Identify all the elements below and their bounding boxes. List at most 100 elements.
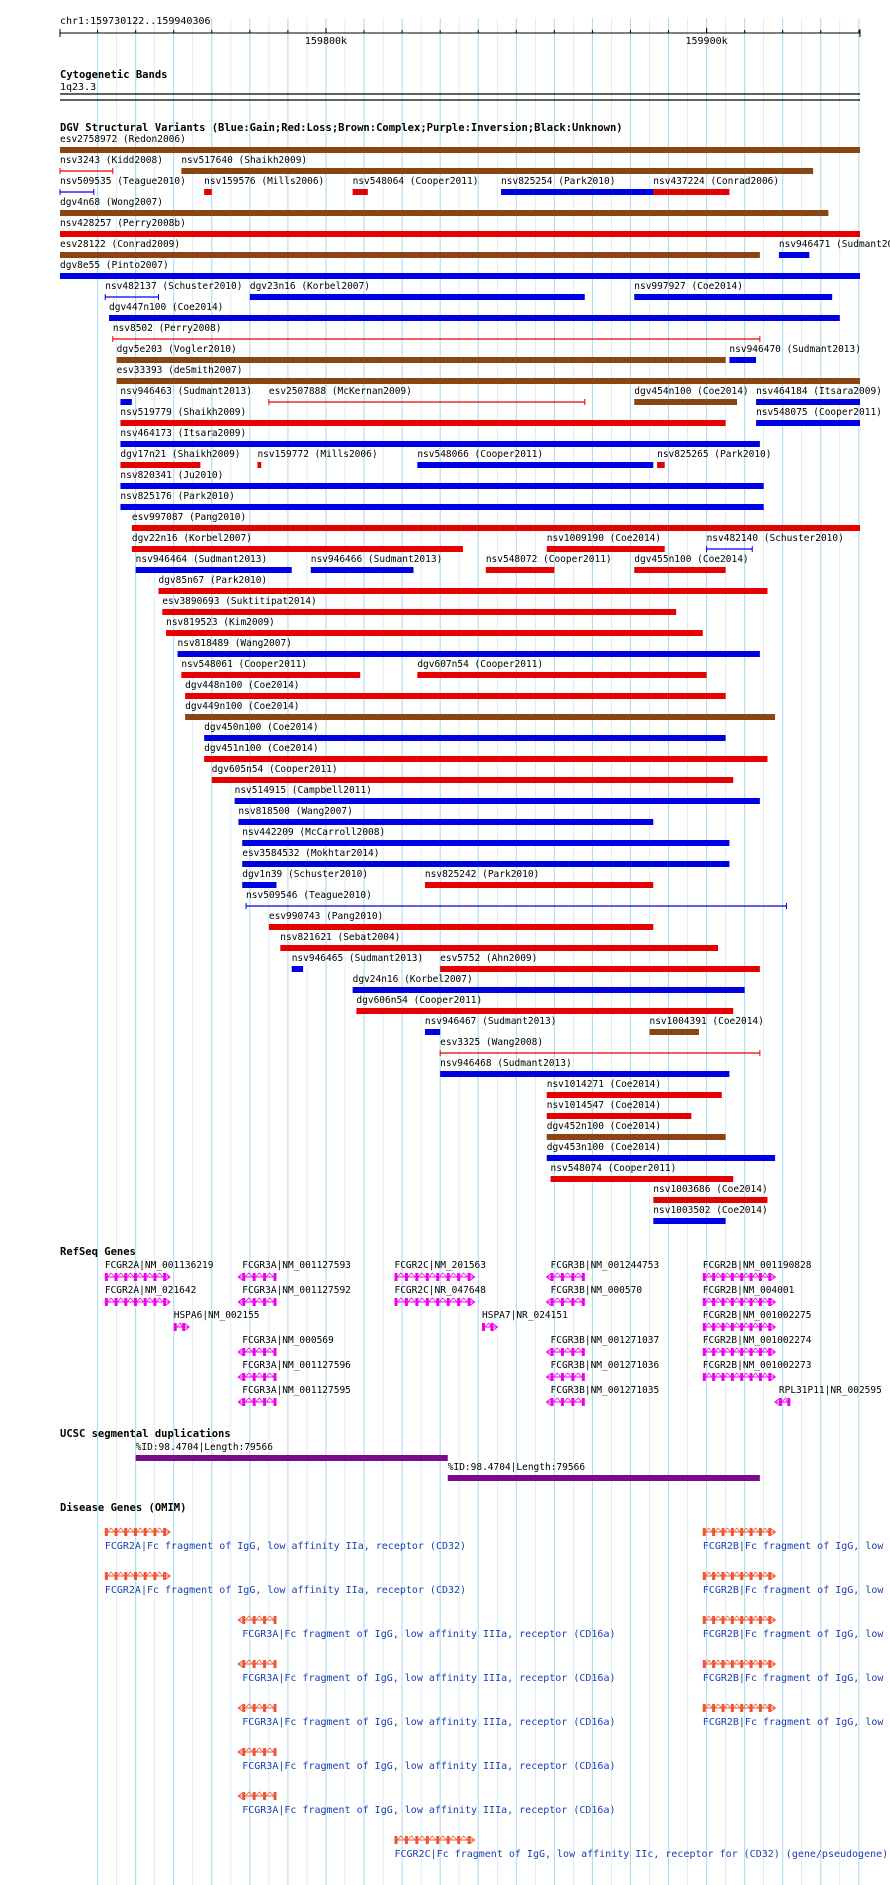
variant-bar [131,525,861,531]
gene-exon [571,1273,575,1281]
gene-exon [242,1398,246,1406]
gene-intron-chevron [724,1297,732,1303]
refseq-gene-label: FCGR2A|NM_001136219 [105,1260,214,1271]
gene-intron-chevron [418,1297,427,1303]
variant-label: dgv1n39 (Schuster2010) [242,869,368,880]
variant-label: nsv519779 (Shaikh2009) [120,407,246,418]
omim-gene-label: FCGR3A|Fc fragment of IgG, low affinity … [242,1805,615,1816]
gene-intron-chevron [107,1571,115,1577]
refseq-gene-label: FCGR2C|NR_047648 [394,1285,486,1296]
refseq-gene-label: FCGR3B|NM_001271037 [551,1335,660,1346]
refseq-gene-label: FCGR3B|NM_001271036 [551,1360,660,1371]
gene-exon [273,1704,277,1712]
gene-exon [758,1704,762,1712]
gene-exon [758,1616,762,1624]
gene-exon [702,1273,706,1281]
variant-bar [546,1113,692,1119]
gene-intron-chevron [752,1322,760,1328]
gene-exon [436,1298,440,1306]
gene-exon [263,1348,267,1356]
variant-bar [181,168,814,174]
gene-exon [740,1373,744,1381]
refseq-gene-label: FCGR3A|NM_001127592 [242,1285,351,1296]
gene-exon [163,1528,167,1536]
variant-label: dgv17n21 (Shaikh2009) [120,449,240,460]
gene-exon [702,1572,706,1580]
gene-intron-chevron [752,1347,760,1353]
variant-label: nsv428257 (Perry2008b) [60,218,186,229]
gene-exon [712,1660,716,1668]
gene-exon [702,1373,706,1381]
gene-intron-chevron [255,1347,264,1353]
variant-label: nsv820341 (Ju2010) [120,470,223,481]
gene-intron-chevron [244,1615,253,1621]
gene-exon [768,1572,772,1580]
gene-intron-chevron [761,1527,769,1533]
gene-exon [702,1323,706,1331]
omim-gene-glyph [394,1835,476,1844]
gene-intron-chevron [407,1272,416,1278]
variant-label: dgv453n100 (Coe2014) [547,1142,661,1153]
variant-bar [352,987,745,993]
gene-intron-chevron [136,1297,144,1303]
omim-gene-glyph [702,1659,777,1668]
gene-exon [263,1298,267,1306]
omim-gene-glyph [702,1703,777,1712]
gene-intron-chevron [459,1835,468,1841]
gene-exon [560,1273,564,1281]
variant-bar [162,609,677,615]
gene-exon [124,1528,128,1536]
variant-label: nsv818500 (Wang2007) [238,806,352,817]
gene-intron-chevron [438,1835,447,1841]
refseq-gene-glyph [702,1322,777,1331]
omim-gene-label: FCGR2B|Fc fragment of IgG, low [703,1717,885,1728]
gene-intron-chevron [265,1347,274,1353]
gene-exon [571,1348,575,1356]
gene-exon [153,1528,157,1536]
omim-gene-label: FCGR2B|Fc fragment of IgG, low [703,1541,885,1552]
gene-exon [730,1348,734,1356]
gene-exon [560,1298,564,1306]
segdup-track: UCSC segmental duplications %ID:98.4704|… [60,1428,760,1481]
refseq-gene-label: RPL31P11|NR_002595 [779,1385,882,1396]
gene-intron-chevron [733,1703,741,1709]
gene-intron-chevron [244,1791,253,1797]
gene-intron-chevron [574,1347,583,1353]
refseq-gene-label: FCGR2B|NM_001002275 [703,1310,812,1321]
refseq-gene-glyph [702,1297,777,1306]
variant-label: nsv946464 (Sudmant2013) [136,554,268,565]
variant-label: nsv946463 (Sudmant2013) [120,386,252,397]
gene-intron-chevron [705,1527,713,1533]
gene-exon [721,1273,725,1281]
variant-label: nsv482137 (Schuster2010) [105,281,242,292]
gene-intron-chevron [752,1571,760,1577]
gene-exon [263,1704,267,1712]
gene-exon [273,1792,277,1800]
gene-intron-chevron [449,1835,458,1841]
variant-label: nsv946471 (Sudmant2013) [779,239,890,250]
gene-intron-chevron [761,1615,769,1621]
variant-label: esv997087 (Pang2010) [132,512,246,523]
gene-exon [740,1660,744,1668]
gene-exon [721,1660,725,1668]
variant-label: esv990743 (Pang2010) [269,911,383,922]
variant-bar [756,420,860,426]
gene-exon [730,1528,734,1536]
gene-exon [721,1348,725,1356]
variant-label: nsv8502 (Perry2008) [113,323,222,334]
gene-exon [173,1323,177,1331]
variant-label: nsv464173 (Itsara2009) [120,428,246,439]
gene-exon [163,1273,167,1281]
refseq-track: RefSeq Genes FCGR2A|NM_001136219 FCGR3A|N… [60,1246,882,1406]
gene-intron-chevron [126,1571,135,1577]
gene-intron-chevron [705,1347,713,1353]
variant-label: nsv509535 (Teague2010) [60,176,186,187]
variant-bar [120,504,764,510]
gene-exon [712,1616,716,1624]
variant-label: nsv437224 (Conrad2006) [653,176,779,187]
gene-exon [758,1373,762,1381]
gene-exon [143,1572,147,1580]
variant-label: dgv8e55 (Pinto2007) [60,260,169,271]
variant-bar [177,651,760,657]
gene-exon [394,1836,398,1844]
